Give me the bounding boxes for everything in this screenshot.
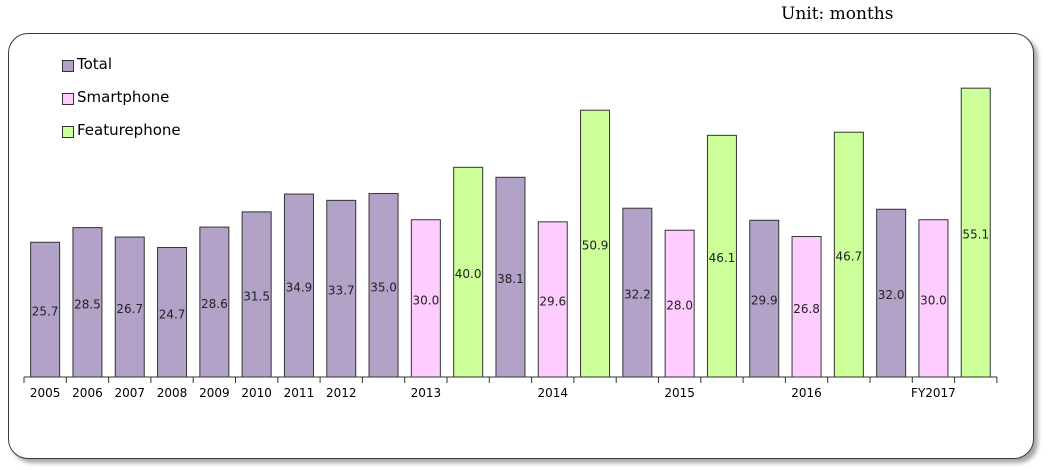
x-tick-label-4: 2009 — [199, 386, 230, 400]
bar-smartphone-18 — [791, 236, 822, 378]
bar-value-label-7: 33.7 — [328, 284, 355, 298]
bar-featurephone-22 — [960, 87, 991, 378]
x-tick-label-18: 2016 — [791, 386, 822, 400]
bar-value-label-18: 26.8 — [793, 302, 820, 316]
x-tick-label-7: 2012 — [326, 386, 357, 400]
legend-swatch-total — [62, 60, 74, 72]
bar-smartphone-15 — [664, 229, 695, 378]
x-tick-label-2: 2007 — [114, 386, 145, 400]
x-tick-label-21: FY2017 — [911, 386, 956, 400]
bar-featurephone-13 — [580, 109, 611, 378]
bar-value-label-19: 46.7 — [835, 250, 862, 264]
bar-value-label-15: 28.0 — [666, 299, 693, 313]
bar-value-label-22: 55.1 — [962, 228, 989, 242]
bar-value-label-1: 28.5 — [74, 297, 101, 311]
legend-label-smartphone: Smartphone — [77, 88, 170, 106]
legend-swatch-featurephone — [62, 126, 74, 138]
x-tick-label-3: 2008 — [157, 386, 188, 400]
bar-total-20 — [876, 208, 907, 378]
bar-featurephone-10 — [453, 166, 484, 378]
bar-featurephone-19 — [833, 131, 864, 378]
bar-total-11 — [495, 176, 526, 378]
bar-featurephone-16 — [706, 134, 737, 378]
x-tick-label-6: 2011 — [284, 386, 315, 400]
x-tick-label-0: 2005 — [30, 386, 61, 400]
bar-value-label-10: 40.0 — [455, 267, 482, 281]
bar-value-label-4: 28.6 — [201, 297, 228, 311]
bar-value-label-13: 50.9 — [582, 239, 609, 253]
x-tick-label-15: 2015 — [664, 386, 695, 400]
bar-value-label-6: 34.9 — [286, 281, 313, 295]
bar-total-17 — [749, 219, 780, 378]
bar-value-label-0: 25.7 — [32, 305, 59, 319]
bar-value-label-21: 30.0 — [920, 293, 947, 307]
bar-smartphone-9 — [410, 219, 441, 378]
legend-label-featurephone: Featurephone — [77, 121, 181, 139]
bar-total-14 — [622, 207, 653, 378]
bar-total-7 — [326, 199, 357, 378]
bar-value-label-5: 31.5 — [243, 289, 270, 303]
bar-value-label-14: 32.2 — [624, 288, 651, 302]
bar-value-label-20: 32.0 — [878, 288, 905, 302]
x-tick-label-5: 2010 — [241, 386, 272, 400]
bar-total-4 — [199, 226, 230, 378]
bar-value-label-17: 29.9 — [751, 294, 778, 308]
bar-total-6 — [283, 193, 314, 378]
bar-value-label-2: 26.7 — [116, 302, 143, 316]
x-tick-label-1: 2006 — [72, 386, 103, 400]
legend-label-total: Total — [77, 55, 113, 73]
bar-value-label-8: 35.0 — [370, 280, 397, 294]
x-tick-label-12: 2014 — [537, 386, 568, 400]
bar-total-1 — [72, 227, 103, 378]
bar-smartphone-12 — [537, 221, 568, 378]
bar-total-5 — [241, 211, 272, 378]
bar-value-label-3: 24.7 — [159, 307, 186, 321]
bar-value-label-12: 29.6 — [539, 294, 566, 308]
bar-value-label-9: 30.0 — [412, 293, 439, 307]
x-tick-label-9: 2013 — [411, 386, 442, 400]
bar-total-3 — [157, 247, 188, 378]
bar-value-label-16: 46.1 — [709, 251, 736, 265]
bar-smartphone-21 — [918, 219, 949, 378]
bar-value-label-11: 38.1 — [497, 272, 524, 286]
legend-swatch-smartphone — [62, 93, 74, 105]
unit-label: Unit: months — [781, 4, 894, 24]
bar-total-2 — [114, 236, 145, 378]
